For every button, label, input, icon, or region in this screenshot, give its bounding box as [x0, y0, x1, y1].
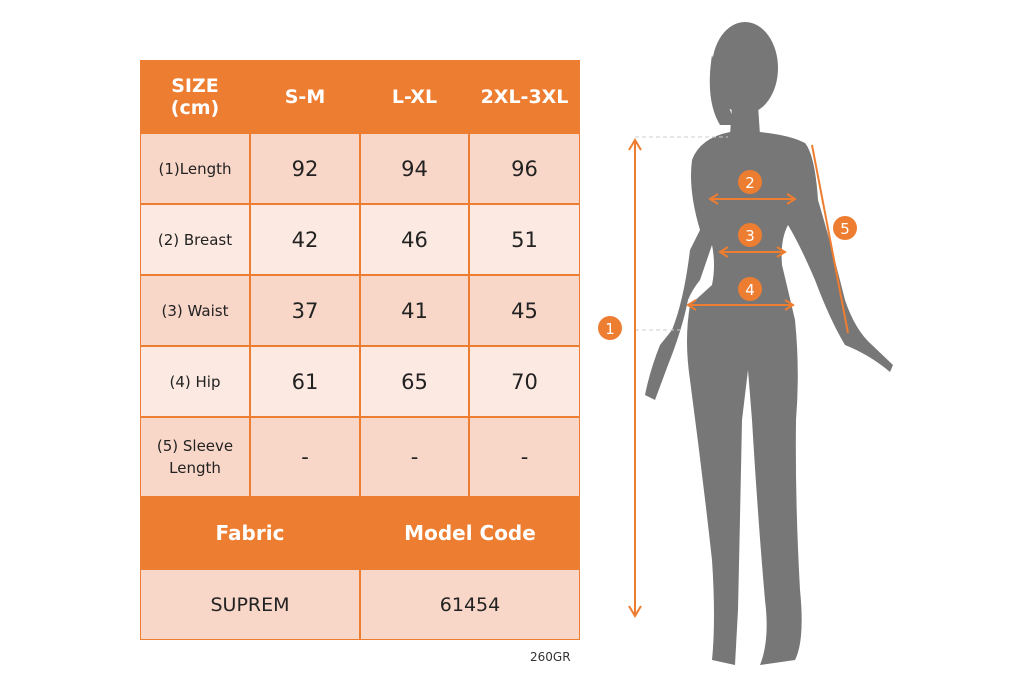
- model-code-label: Model Code: [404, 521, 536, 545]
- column-header: L-XL: [391, 85, 438, 108]
- marker-label: 2: [745, 174, 755, 192]
- model-code-value: 61454: [360, 569, 580, 640]
- row-label: (4) Hip: [140, 346, 250, 417]
- table-row: (3) Waist 37 41 45: [140, 275, 580, 346]
- table-row: (1)Length 92 94 96: [140, 133, 580, 204]
- table-cell: -: [469, 417, 580, 497]
- table-cell: 65: [360, 346, 469, 417]
- marker-label: 1: [605, 320, 615, 338]
- row-label: (5) Sleeve Length: [140, 417, 250, 497]
- column-header: S-M: [284, 85, 326, 108]
- sleeve-arrow: [811, 144, 849, 334]
- row-label-line2: Length: [169, 459, 221, 477]
- table-cell: -: [250, 417, 360, 497]
- table-cell: 45: [469, 275, 580, 346]
- marker-4: [738, 277, 762, 301]
- table-row: (2) Breast 42 46 51: [140, 204, 580, 275]
- fabric-weight-note: 260GR: [530, 650, 571, 664]
- table-cell: 70: [469, 346, 580, 417]
- table-cell: -: [360, 417, 469, 497]
- table-cell: 92: [250, 133, 360, 204]
- table-cell: 96: [469, 133, 580, 204]
- table-header-row: SIZE (cm) S-M L-XL 2XL-3XL: [140, 60, 580, 133]
- row-label: (1)Length: [140, 133, 250, 204]
- marker-5: [833, 216, 857, 240]
- fabric-label: Fabric: [215, 521, 285, 545]
- row-label-line1: (5) Sleeve: [156, 437, 234, 455]
- table-cell: 37: [250, 275, 360, 346]
- table-cell: 61: [250, 346, 360, 417]
- size-header-line1: SIZE: [171, 74, 219, 97]
- row-label: (2) Breast: [140, 204, 250, 275]
- table-cell: 94: [360, 133, 469, 204]
- marker-3: [738, 223, 762, 247]
- size-chart-table: SIZE (cm) S-M L-XL 2XL-3XL (1)Length 92 9…: [140, 60, 580, 640]
- marker-label: 5: [840, 220, 850, 238]
- woman-silhouette: [645, 22, 893, 665]
- table-cell: 41: [360, 275, 469, 346]
- table-row: (4) Hip 61 65 70: [140, 346, 580, 417]
- marker-2: [738, 170, 762, 194]
- table-row: (5) Sleeve Length - - -: [140, 417, 580, 497]
- row-label: (3) Waist: [140, 275, 250, 346]
- measurement-markers: [598, 170, 857, 340]
- fabric-header-row: Fabric Model Code: [140, 497, 580, 569]
- table-cell: 46: [360, 204, 469, 275]
- column-header: 2XL-3XL: [480, 85, 569, 108]
- table-cell: 42: [250, 204, 360, 275]
- size-header: SIZE (cm): [140, 60, 250, 133]
- marker-label: 4: [745, 281, 755, 299]
- fabric-value-row: SUPREM 61454: [140, 569, 580, 640]
- table-cell: 51: [469, 204, 580, 275]
- marker-label: 3: [745, 227, 755, 245]
- size-header-line2: (cm): [170, 96, 220, 119]
- marker-1: [598, 316, 622, 340]
- fabric-value: SUPREM: [140, 569, 360, 640]
